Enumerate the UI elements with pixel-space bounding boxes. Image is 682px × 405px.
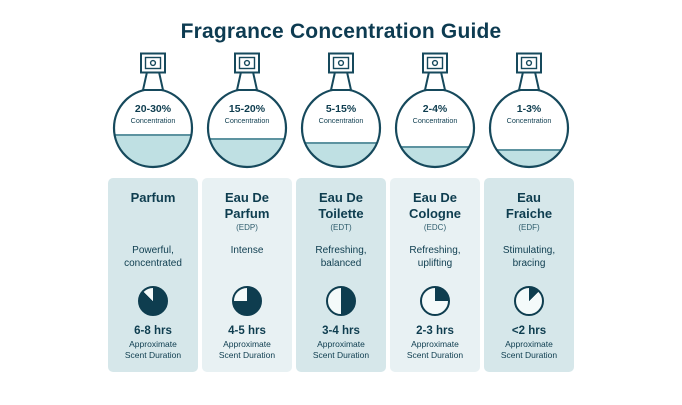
fragrance-name: Eau De Cologne	[409, 190, 461, 221]
bottle-cap	[516, 52, 542, 74]
concentration-percent: 1-3%	[517, 103, 542, 115]
duration-note: Approximate Scent Duration	[406, 339, 464, 361]
concentration-label: Concentration	[225, 116, 270, 125]
bottle-cap	[140, 52, 166, 74]
fragrance-description: Stimulating, bracing	[502, 245, 556, 269]
liquid-surface	[396, 146, 474, 148]
perfume-bottle: 2-4% Concentration	[393, 52, 477, 174]
fragrance-name: Parfum	[130, 190, 176, 205]
fragrance-name: Eau Fraiche	[505, 190, 553, 221]
perfume-bottle-graphic: 1-3% Concentration	[488, 52, 570, 169]
concentration-percent: 20-30%	[135, 103, 172, 115]
fragrance-description: Refreshing, uplifting	[409, 245, 461, 269]
fragrance-card: Eau De Toilette (EDT) Refreshing, balanc…	[296, 178, 386, 372]
concentration-label: Concentration	[319, 116, 364, 125]
bottle-cap-nozzle-icon	[337, 59, 345, 67]
bottle-cap-nozzle-icon	[243, 59, 251, 67]
duration-hours: 2-3 hrs	[416, 325, 454, 337]
duration-clock-icon	[138, 286, 168, 316]
concentration-label: Concentration	[413, 116, 458, 125]
column-eau-fraiche: 1-3% Concentration Eau Fraiche (EDF) Sti…	[484, 52, 574, 372]
liquid-fill	[302, 142, 380, 167]
fragrance-card: Parfum Powerful, concentrated 6-8 hrs Ap…	[108, 178, 198, 372]
bottle-cap	[422, 52, 448, 74]
duration-hours: <2 hrs	[511, 325, 547, 337]
duration-hours: 3-4 hrs	[322, 325, 360, 337]
duration-note: Approximate Scent Duration	[500, 339, 558, 361]
bottle-cap-nozzle-icon	[149, 59, 157, 67]
fragrance-abbr: (EDP)	[236, 223, 258, 232]
fragrance-card: Eau De Cologne (EDC) Refreshing, uplifti…	[390, 178, 480, 372]
bottle-cap-nozzle-icon	[525, 59, 533, 67]
duration-hours: 6-8 hrs	[134, 325, 172, 337]
liquid-fill	[396, 146, 474, 167]
perfume-bottle: 15-20% Concentration	[205, 52, 289, 174]
bottle-cap	[234, 52, 260, 74]
concentration-label: Concentration	[507, 116, 552, 125]
bottle-cap-nozzle-icon	[431, 59, 439, 67]
concentration-percent: 2-4%	[423, 103, 448, 115]
column-eau-de-parfum: 15-20% Concentration Eau De Parfum (EDP)…	[202, 52, 292, 372]
duration-clock-icon	[514, 286, 544, 316]
fragrance-card: Eau Fraiche (EDF) Stimulating, bracing <…	[484, 178, 574, 372]
perfume-bottle-graphic: 2-4% Concentration	[394, 52, 476, 169]
bottle-cap-inner	[144, 56, 162, 70]
fragrance-card: Eau De Parfum (EDP) Intense 4-5 hrs Appr…	[202, 178, 292, 372]
fragrance-name: Eau De Parfum	[224, 190, 270, 221]
liquid-fill	[490, 149, 568, 167]
bottle-neck	[423, 71, 447, 91]
liquid-surface	[302, 142, 380, 144]
perfume-bottle-graphic: 15-20% Concentration	[206, 52, 288, 169]
bottle-cap-inner	[238, 56, 256, 70]
fragrance-abbr: (EDF)	[518, 223, 540, 232]
liquid-surface	[208, 138, 286, 140]
fragrance-abbr: (EDC)	[423, 223, 447, 232]
bottle-cap-inner	[332, 56, 350, 70]
duration-note: Approximate Scent Duration	[312, 339, 370, 361]
liquid-surface	[114, 134, 192, 136]
duration-clock-icon	[326, 286, 356, 316]
perfume-bottle: 1-3% Concentration	[487, 52, 571, 174]
fragrance-abbr: (EDT)	[330, 223, 352, 232]
bottle-neck	[235, 71, 259, 91]
bottle-cap-inner	[426, 56, 444, 70]
perfume-bottle-graphic: 20-30% Concentration	[112, 52, 194, 169]
duration-clock-icon	[232, 286, 262, 316]
fragrance-columns: 20-30% Concentration Parfum Powerful, co…	[0, 52, 682, 372]
bottle-neck	[329, 71, 353, 91]
bottle-cap-inner	[520, 56, 538, 70]
bottle-neck	[141, 71, 165, 91]
concentration-percent: 15-20%	[229, 103, 266, 115]
fragrance-description: Powerful, concentrated	[124, 245, 182, 269]
fragrance-name: Eau De Toilette	[318, 190, 364, 221]
column-eau-de-toilette: 5-15% Concentration Eau De Toilette (EDT…	[296, 52, 386, 372]
bottle-neck	[517, 71, 541, 91]
page-title: Fragrance Concentration Guide	[180, 20, 502, 43]
duration-clock-icon	[420, 286, 450, 316]
duration-note: Approximate Scent Duration	[124, 339, 182, 361]
duration-hours: 4-5 hrs	[228, 325, 266, 337]
fragrance-description: Refreshing, balanced	[315, 245, 367, 269]
perfume-bottle-graphic: 5-15% Concentration	[300, 52, 382, 169]
perfume-bottle: 5-15% Concentration	[299, 52, 383, 174]
duration-note: Approximate Scent Duration	[218, 339, 276, 361]
liquid-surface	[490, 149, 568, 151]
perfume-bottle: 20-30% Concentration	[111, 52, 195, 174]
concentration-percent: 5-15%	[326, 103, 357, 115]
column-eau-de-cologne: 2-4% Concentration Eau De Cologne (EDC) …	[390, 52, 480, 372]
concentration-label: Concentration	[131, 116, 176, 125]
fragrance-description: Intense	[230, 245, 264, 256]
bottle-cap	[328, 52, 354, 74]
column-parfum: 20-30% Concentration Parfum Powerful, co…	[108, 52, 198, 372]
